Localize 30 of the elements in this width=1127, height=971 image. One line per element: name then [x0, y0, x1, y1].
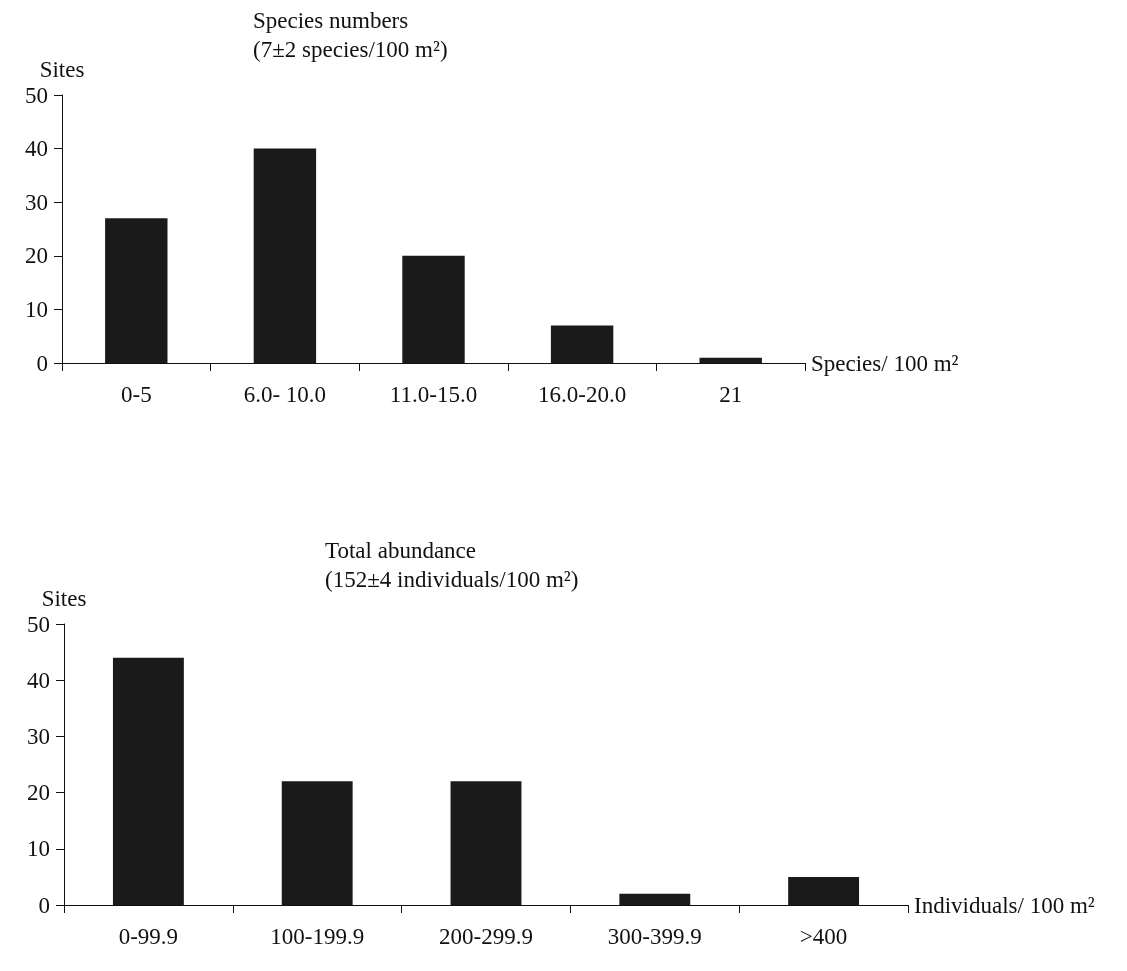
- x-tick-label: 0-99.9: [118, 924, 179, 949]
- x-tick-label: 6.0- 10.0: [243, 382, 327, 407]
- x-axis-title: Individuals/ 100 m²: [914, 892, 1095, 918]
- y-tick-label: 10: [25, 296, 48, 322]
- y-tick-label: 10: [27, 836, 50, 862]
- x-tick-label: 16.0-20.0: [538, 382, 627, 407]
- y-axis-title: Sites: [39, 57, 85, 82]
- y-tick-label: 20: [25, 243, 48, 269]
- y-tick-label: 50: [25, 82, 48, 108]
- y-tick-label: 30: [25, 189, 48, 215]
- x-tick-label: 200-299.9: [439, 924, 533, 949]
- y-axis-title: Sites: [41, 586, 87, 611]
- y-tick-label: 40: [27, 667, 50, 693]
- x-tick-label: 300-399.9: [607, 924, 702, 949]
- chart-title: Total abundance: [325, 538, 477, 563]
- x-tick-label: 11.0-15.0: [389, 382, 478, 407]
- y-tick-label: 30: [27, 723, 50, 749]
- y-tick-label: 0: [36, 350, 48, 376]
- x-tick-label: 100-199.9: [270, 924, 365, 949]
- y-tick-label: 0: [38, 892, 50, 918]
- chart-title: Species numbers: [253, 8, 409, 33]
- x-tick-label: 0-5: [120, 382, 152, 407]
- x-tick-label: 21: [719, 382, 743, 407]
- y-tick-label: 20: [27, 780, 50, 806]
- x-tick-label: >400: [799, 924, 848, 949]
- y-tick-label: 40: [25, 136, 48, 162]
- x-axis-title: Species/ 100 m²: [811, 350, 959, 376]
- chart-subtitle: (152±4 individuals/100 m²): [325, 567, 579, 592]
- chart-subtitle: (7±2 species/100 m²): [253, 37, 448, 62]
- y-tick-label: 50: [27, 611, 50, 637]
